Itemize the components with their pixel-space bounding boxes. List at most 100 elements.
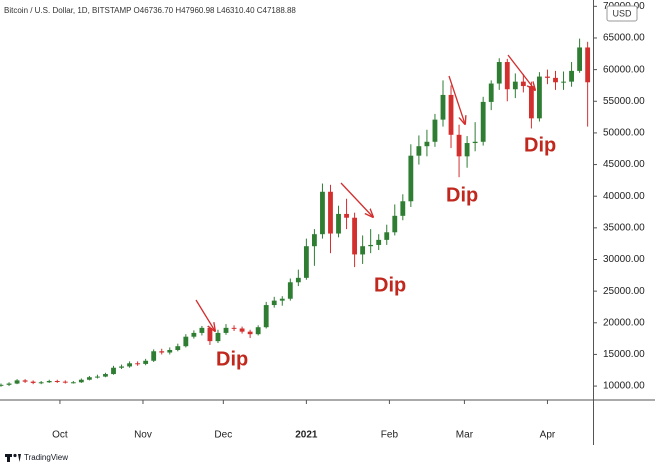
candle-body	[111, 367, 116, 375]
candle-body	[46, 381, 52, 383]
candle-body	[159, 351, 165, 353]
tv-logo	[5, 453, 21, 462]
y-tick-label: 45000.00	[603, 159, 645, 170]
x-tick-label: Apr	[540, 430, 556, 441]
candle-body	[384, 232, 390, 240]
dip-label: Dip	[446, 184, 478, 206]
logo-mark	[7, 456, 10, 462]
candle-body	[38, 382, 44, 384]
candle-body	[103, 374, 108, 377]
y-tick-label: 60000.00	[603, 64, 645, 75]
candle-body	[432, 119, 438, 142]
candle-body	[585, 47, 591, 83]
candle-body	[488, 83, 494, 102]
candle-body	[183, 336, 189, 347]
candle-body	[416, 146, 422, 156]
candle-body	[279, 298, 285, 301]
candle-body	[424, 141, 430, 147]
candle-body	[151, 351, 157, 361]
candle-body	[287, 282, 293, 299]
candle-body	[408, 155, 414, 202]
candle-body	[504, 62, 510, 90]
candle-body	[448, 94, 454, 135]
y-tick-label: 35000.00	[603, 222, 645, 233]
y-tick-label: 50000.00	[603, 128, 645, 139]
arrows	[195, 54, 535, 331]
y-tick-label: 55000.00	[603, 96, 645, 107]
candle-body	[119, 366, 124, 368]
candle-body	[255, 327, 261, 335]
candle-body	[78, 379, 84, 383]
candle-body	[271, 300, 277, 306]
candle-body	[62, 381, 68, 383]
candle-body	[528, 86, 534, 119]
x-tick-label: Feb	[381, 430, 399, 441]
candle-body	[231, 327, 237, 329]
candle-body	[577, 47, 583, 71]
y-tick-label: 20000.00	[603, 317, 645, 328]
candle-body	[480, 101, 486, 142]
arrow	[340, 182, 373, 217]
dip-label: Dip	[524, 134, 556, 156]
candle-body	[440, 94, 446, 120]
x-tick-label: Dec	[214, 430, 232, 441]
candle-body	[303, 246, 309, 278]
candle-body	[537, 76, 542, 119]
x-tick-label: 2021	[295, 430, 318, 441]
candle-body	[368, 244, 374, 247]
logo-mark	[5, 454, 12, 457]
x-tick-label: Mar	[456, 430, 474, 441]
candle-body	[127, 363, 132, 367]
currency-label: USD	[612, 8, 632, 18]
candle-body	[95, 376, 100, 378]
candle-body	[167, 350, 173, 353]
candle-body	[344, 213, 349, 218]
arrow	[195, 299, 215, 331]
y-tick-label: 65000.00	[603, 33, 645, 44]
candle-body	[336, 213, 341, 234]
candle-body	[464, 143, 470, 157]
brand: TradingView	[24, 453, 68, 462]
candle-body	[135, 363, 141, 365]
y-tick-label: 40000.00	[603, 191, 645, 202]
logo-mark	[18, 454, 21, 462]
y-tick-label: 25000.00	[603, 286, 645, 297]
candle-body	[143, 360, 149, 364]
logo-mark	[13, 453, 17, 458]
candle-body	[512, 81, 518, 90]
candle-body	[6, 383, 12, 385]
candle-body	[30, 381, 36, 383]
candle-body	[175, 346, 181, 350]
candle-body	[86, 377, 92, 380]
x-tick-label: Nov	[134, 430, 152, 441]
chart-title: Bitcoin / U.S. Dollar, 1D, BITSTAMP O467…	[4, 6, 296, 15]
candle-body	[352, 217, 358, 255]
candle-body	[247, 331, 253, 335]
candle-body	[215, 332, 221, 342]
candle-body	[561, 81, 566, 83]
dip-label: Dip	[374, 274, 406, 296]
candle-body	[199, 327, 205, 333]
candle-body	[239, 328, 245, 332]
y-tick-label: 30000.00	[603, 254, 645, 265]
candle-body	[14, 380, 20, 384]
candle-body	[400, 201, 406, 216]
candle-body	[545, 76, 550, 78]
candle-body	[569, 70, 574, 82]
candle-body	[328, 191, 333, 234]
candle-body	[207, 327, 213, 342]
candle-body	[312, 234, 317, 247]
candle-body	[496, 62, 502, 84]
candle-body	[223, 327, 229, 333]
candle-body	[472, 141, 478, 144]
arrow	[448, 75, 465, 124]
candle-body	[376, 239, 382, 245]
arrow	[507, 54, 535, 90]
candle-body	[70, 382, 76, 384]
candle-body	[392, 215, 398, 233]
currency-box	[606, 5, 638, 22]
candle-body	[263, 305, 269, 328]
candle-body	[360, 246, 366, 255]
